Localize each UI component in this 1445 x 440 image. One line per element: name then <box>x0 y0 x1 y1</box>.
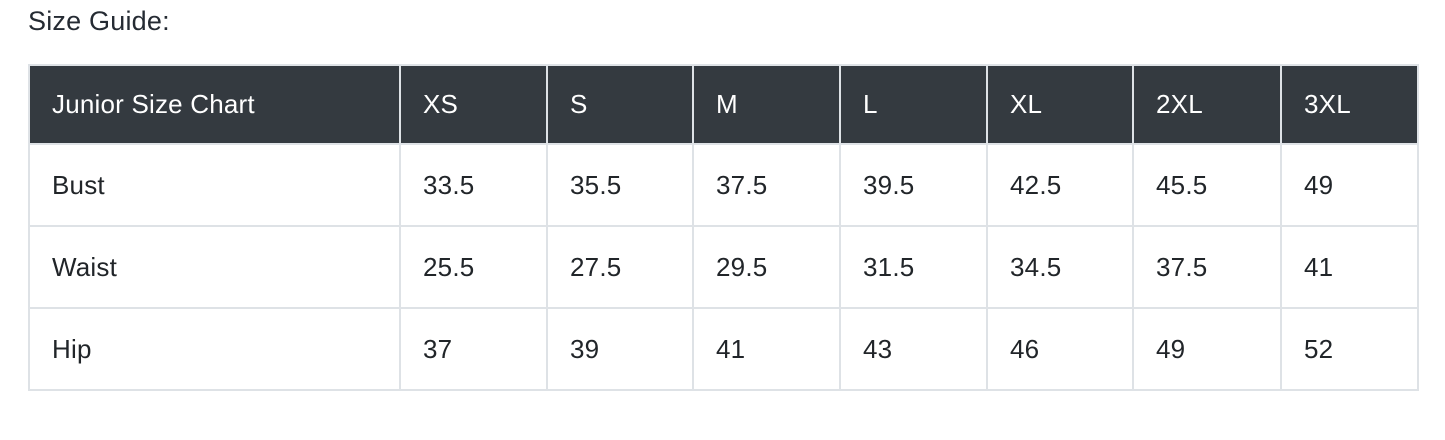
header-cell-m: M <box>692 64 841 146</box>
table-row-hip: Hip 37 39 41 43 46 49 52 <box>28 307 1419 392</box>
measurement-cell: 49 <box>1132 307 1282 392</box>
measurement-cell: 39.5 <box>839 143 988 228</box>
measurement-cell: 49 <box>1280 143 1419 228</box>
measurement-cell: 29.5 <box>692 225 841 310</box>
header-cell-xl: XL <box>986 64 1134 146</box>
measurement-cell: 41 <box>1280 225 1419 310</box>
table-header-row: Junior Size Chart XS S M L XL 2XL 3XL <box>28 64 1419 146</box>
measurement-cell: 35.5 <box>546 143 694 228</box>
measurement-cell: 42.5 <box>986 143 1134 228</box>
table-row-waist: Waist 25.5 27.5 29.5 31.5 34.5 37.5 41 <box>28 225 1419 310</box>
measurement-cell: 25.5 <box>399 225 548 310</box>
header-cell-chart-name: Junior Size Chart <box>28 64 401 146</box>
measurement-cell: 46 <box>986 307 1134 392</box>
measurement-cell: 41 <box>692 307 841 392</box>
measurement-cell: 27.5 <box>546 225 694 310</box>
size-guide-title: Size Guide: <box>28 6 170 36</box>
header-cell-xs: XS <box>399 64 548 146</box>
row-label: Waist <box>28 225 401 310</box>
header-cell-l: L <box>839 64 988 146</box>
header-cell-s: S <box>546 64 694 146</box>
measurement-cell: 43 <box>839 307 988 392</box>
measurement-cell: 37.5 <box>692 143 841 228</box>
measurement-cell: 37.5 <box>1132 225 1282 310</box>
measurement-cell: 39 <box>546 307 694 392</box>
row-label: Hip <box>28 307 401 392</box>
measurement-cell: 52 <box>1280 307 1419 392</box>
measurement-cell: 37 <box>399 307 548 392</box>
measurement-cell: 31.5 <box>839 225 988 310</box>
header-cell-3xl: 3XL <box>1280 64 1419 146</box>
row-label: Bust <box>28 143 401 228</box>
junior-size-chart-table: Junior Size Chart XS S M L XL 2XL 3XL Bu… <box>28 64 1419 392</box>
measurement-cell: 45.5 <box>1132 143 1282 228</box>
table-row-bust: Bust 33.5 35.5 37.5 39.5 42.5 45.5 49 <box>28 143 1419 228</box>
header-cell-2xl: 2XL <box>1132 64 1282 146</box>
measurement-cell: 34.5 <box>986 225 1134 310</box>
measurement-cell: 33.5 <box>399 143 548 228</box>
